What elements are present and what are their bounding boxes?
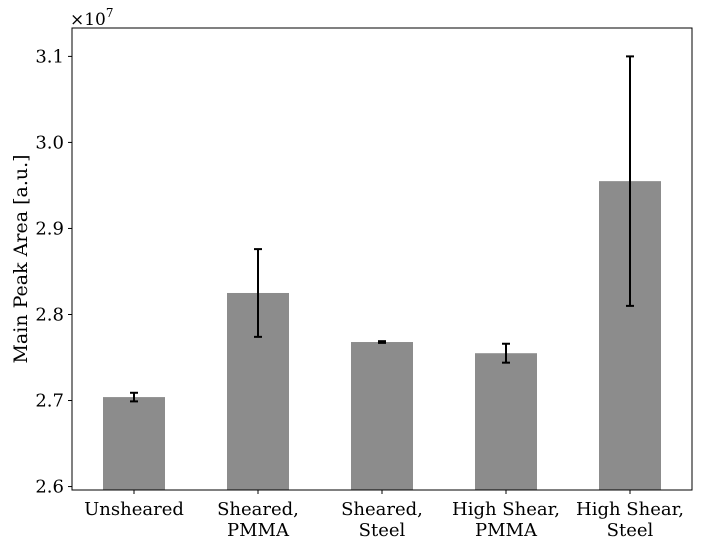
axis-multiplier-exponent: 7 <box>106 6 114 20</box>
error-bar <box>502 342 510 364</box>
x-tick-label: Steel <box>359 520 406 541</box>
error-bar <box>130 391 138 403</box>
bar <box>475 353 537 490</box>
y-tick-label: 2.7 <box>35 391 64 412</box>
x-tick-label: Unsheared <box>84 499 184 520</box>
y-tick-label: 3.0 <box>35 132 64 153</box>
axis-multiplier: ×107 <box>70 6 114 30</box>
error-bar <box>254 248 262 338</box>
error-bar <box>626 55 634 307</box>
bar <box>351 342 413 490</box>
x-tick-label: Sheared, <box>217 499 299 520</box>
error-bar <box>378 340 386 344</box>
x-tick-label: High Shear, <box>452 499 560 520</box>
x-tick-label: Steel <box>607 520 654 541</box>
x-tick-label: PMMA <box>227 520 290 541</box>
y-tick-label: 2.8 <box>35 304 64 325</box>
y-tick-label: 2.6 <box>35 477 64 498</box>
axis-multiplier-base: ×10 <box>70 10 106 30</box>
error-bars-layer <box>130 55 634 403</box>
bars-layer <box>103 181 661 491</box>
y-axis: 2.6 2.7 2.8 2.9 3.0 3.1 <box>35 46 72 498</box>
x-tick-label: PMMA <box>475 520 538 541</box>
x-tick-label: High Shear, <box>576 499 684 520</box>
y-axis-label: Main Peak Area [a.u.] <box>10 154 32 363</box>
bar <box>103 397 165 490</box>
y-tick-label: 2.9 <box>35 218 64 239</box>
x-tick-label: Sheared, <box>341 499 423 520</box>
y-tick-label: 3.1 <box>35 46 64 67</box>
